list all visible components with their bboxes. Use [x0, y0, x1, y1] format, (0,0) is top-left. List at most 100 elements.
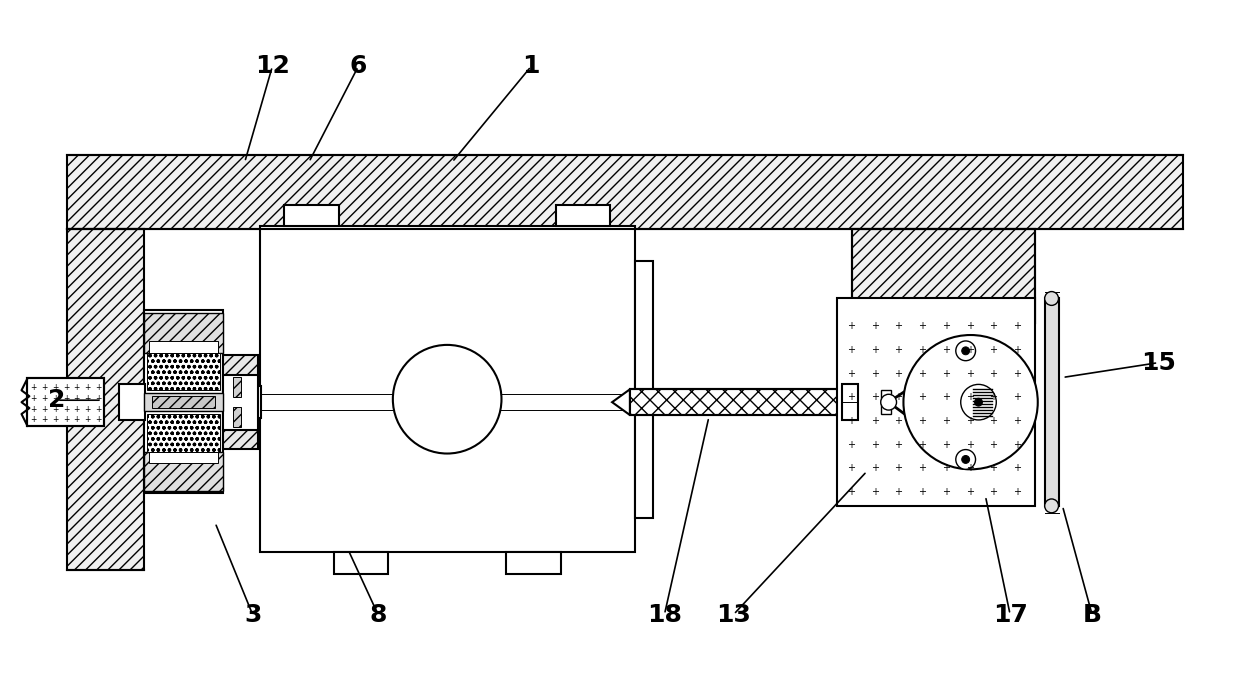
- Text: +: +: [942, 321, 950, 331]
- Text: +: +: [918, 416, 926, 426]
- Bar: [119, 384, 145, 420]
- Bar: [149, 452, 218, 464]
- Circle shape: [956, 450, 976, 469]
- Text: +: +: [41, 383, 47, 392]
- Text: +: +: [870, 487, 879, 497]
- Text: +: +: [52, 383, 58, 392]
- Text: +: +: [847, 463, 856, 473]
- Bar: [144, 452, 223, 491]
- Text: +: +: [918, 392, 926, 402]
- Text: +: +: [942, 487, 950, 497]
- Text: +: +: [918, 321, 926, 331]
- Circle shape: [975, 398, 982, 406]
- Circle shape: [1044, 291, 1059, 306]
- Bar: [635, 261, 652, 518]
- Text: +: +: [894, 416, 903, 426]
- Text: +: +: [870, 392, 879, 402]
- Bar: [146, 414, 219, 452]
- Text: +: +: [41, 404, 47, 414]
- Text: +: +: [942, 369, 950, 378]
- Text: +: +: [966, 369, 973, 378]
- Bar: [233, 407, 241, 427]
- Text: +: +: [63, 415, 69, 425]
- Text: +: +: [870, 345, 879, 355]
- Text: +: +: [966, 416, 973, 426]
- Text: +: +: [942, 439, 950, 450]
- Text: +: +: [847, 392, 856, 402]
- Bar: [27, 378, 104, 426]
- Text: +: +: [1013, 487, 1021, 497]
- Text: +: +: [966, 321, 973, 331]
- Text: +: +: [894, 463, 903, 473]
- Text: +: +: [990, 439, 997, 450]
- Circle shape: [393, 345, 501, 454]
- Text: 2: 2: [48, 388, 66, 412]
- Text: +: +: [63, 383, 69, 392]
- Text: +: +: [990, 463, 997, 473]
- Text: +: +: [894, 487, 903, 497]
- Circle shape: [961, 384, 996, 420]
- Text: +: +: [95, 383, 102, 392]
- Text: +: +: [1013, 345, 1021, 355]
- Text: +: +: [1013, 321, 1021, 331]
- Text: +: +: [894, 321, 903, 331]
- Text: B: B: [1083, 602, 1101, 627]
- Text: +: +: [52, 404, 58, 414]
- Bar: [852, 229, 1035, 323]
- Text: +: +: [990, 321, 997, 331]
- Text: +: +: [942, 416, 950, 426]
- Text: +: +: [41, 415, 47, 425]
- Text: +: +: [870, 463, 879, 473]
- Bar: [149, 341, 218, 353]
- Text: +: +: [942, 463, 950, 473]
- Text: +: +: [870, 439, 879, 450]
- Text: +: +: [942, 392, 950, 402]
- Bar: [506, 553, 560, 574]
- Circle shape: [962, 347, 970, 355]
- Circle shape: [904, 335, 1038, 469]
- Text: +: +: [918, 439, 926, 450]
- Bar: [144, 314, 223, 353]
- Text: 8: 8: [370, 602, 387, 627]
- Text: +: +: [84, 404, 91, 414]
- Circle shape: [1044, 499, 1059, 513]
- Text: 1: 1: [522, 55, 539, 78]
- Bar: [27, 378, 104, 426]
- Text: +: +: [1013, 463, 1021, 473]
- Text: +: +: [73, 415, 81, 425]
- Text: 12: 12: [255, 55, 290, 78]
- Text: +: +: [990, 345, 997, 355]
- Text: +: +: [870, 321, 879, 331]
- Bar: [556, 205, 610, 226]
- Text: +: +: [73, 404, 81, 414]
- Text: +: +: [41, 394, 47, 402]
- Text: +: +: [73, 394, 81, 402]
- Bar: [67, 229, 144, 570]
- Text: +: +: [84, 415, 91, 425]
- Text: +: +: [847, 416, 856, 426]
- Text: +: +: [63, 404, 69, 414]
- Bar: [67, 155, 1183, 229]
- Text: +: +: [966, 439, 973, 450]
- Bar: [630, 390, 842, 415]
- Circle shape: [956, 341, 976, 361]
- Text: +: +: [73, 383, 81, 392]
- Text: +: +: [1013, 439, 1021, 450]
- Bar: [1044, 299, 1059, 506]
- Text: +: +: [894, 439, 903, 450]
- Text: +: +: [84, 394, 91, 402]
- Bar: [837, 299, 1035, 506]
- Text: +: +: [894, 345, 903, 355]
- Text: +: +: [894, 392, 903, 402]
- Text: +: +: [1013, 392, 1021, 402]
- Text: +: +: [52, 415, 58, 425]
- Bar: [880, 390, 890, 414]
- Text: +: +: [84, 383, 91, 392]
- Text: +: +: [990, 369, 997, 378]
- Text: +: +: [966, 463, 973, 473]
- Text: 17: 17: [993, 602, 1028, 627]
- Bar: [144, 393, 223, 411]
- Bar: [259, 226, 635, 553]
- Bar: [284, 205, 339, 226]
- Bar: [334, 553, 388, 574]
